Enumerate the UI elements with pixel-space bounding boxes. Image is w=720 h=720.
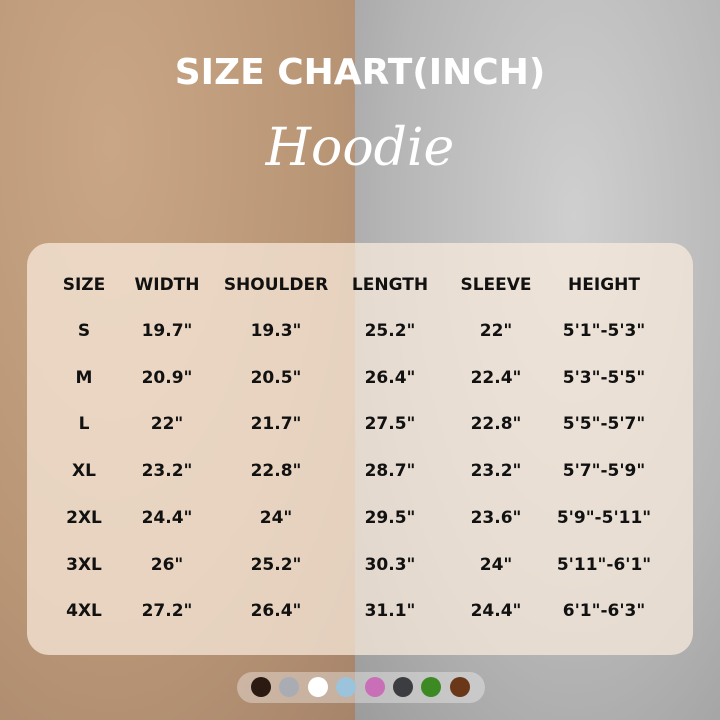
table-cell: 6'1"-6'3" (562, 601, 646, 622)
table-cell: 27.5" (364, 414, 416, 435)
table-cell: 5'1"-5'3" (562, 321, 646, 341)
column-header: HEIGHT (568, 275, 640, 295)
table-cell: 25.2" (250, 554, 302, 575)
product-subtitle: Hoodie (265, 118, 455, 178)
table-cell: 29.5" (364, 507, 416, 528)
table-cell: 24.4" (470, 601, 522, 622)
color-swatch-bar (237, 672, 485, 703)
table-cell: 5'3"-5'5" (562, 367, 646, 388)
table-cell: 5'11"-6'1" (556, 554, 652, 575)
size-label: M (75, 367, 93, 388)
size-label: 4XL (66, 601, 102, 622)
table-cell: 5'9"-5'11" (556, 507, 652, 528)
table-cell: 28.7" (364, 461, 416, 482)
table-cell: 21.7" (250, 414, 302, 435)
size-label: 3XL (66, 554, 102, 575)
color-swatch[interactable] (336, 677, 357, 697)
table-cell: 24" (259, 507, 293, 528)
color-swatch[interactable] (393, 677, 413, 697)
table-cell: 24" (479, 554, 513, 575)
table-cell: 19.3" (250, 321, 302, 341)
table-cell: 30.3" (364, 554, 416, 575)
table-cell: 31.1" (364, 601, 416, 622)
table-cell: 23.6" (470, 507, 522, 528)
table-cell: 23.2" (141, 461, 193, 482)
page-title: SIZE CHART(INCH) (174, 52, 546, 93)
table-cell: 25.2" (364, 321, 416, 341)
color-swatch[interactable] (421, 677, 442, 697)
column-header: SLEEVE (460, 275, 532, 295)
column-header: WIDTH (134, 275, 200, 295)
table-cell: 26.4" (364, 367, 416, 388)
color-swatch[interactable] (449, 677, 470, 697)
color-swatch[interactable] (279, 677, 300, 697)
size-label: S (77, 321, 91, 341)
size-label: XL (72, 461, 96, 482)
table-cell: 20.9" (141, 367, 193, 388)
table-cell: 26" (150, 554, 184, 575)
table-cell: 5'7"-5'9" (562, 461, 646, 482)
table-cell: 23.2" (470, 461, 522, 482)
table-cell: 22.8" (470, 414, 522, 435)
size-label: L (78, 414, 90, 435)
color-swatch[interactable] (307, 677, 328, 697)
table-cell: 22" (479, 321, 513, 341)
table-cell: 26.4" (250, 601, 302, 622)
size-table (27, 243, 693, 655)
table-cell: 22.8" (250, 461, 302, 482)
color-swatch[interactable] (364, 677, 385, 697)
table-cell: 5'5"-5'7" (562, 414, 646, 435)
color-swatch[interactable] (251, 677, 271, 697)
table-cell: 20.5" (250, 367, 302, 388)
column-header: SIZE (62, 275, 106, 295)
table-cell: 27.2" (141, 601, 193, 622)
table-cell: 22.4" (470, 367, 522, 388)
size-label: 2XL (66, 507, 102, 528)
table-cell: 24.4" (141, 507, 193, 528)
table-cell: 19.7" (141, 321, 193, 341)
column-header: LENGTH (351, 275, 429, 295)
table-cell: 22" (150, 414, 184, 435)
column-header: SHOULDER (223, 275, 329, 295)
